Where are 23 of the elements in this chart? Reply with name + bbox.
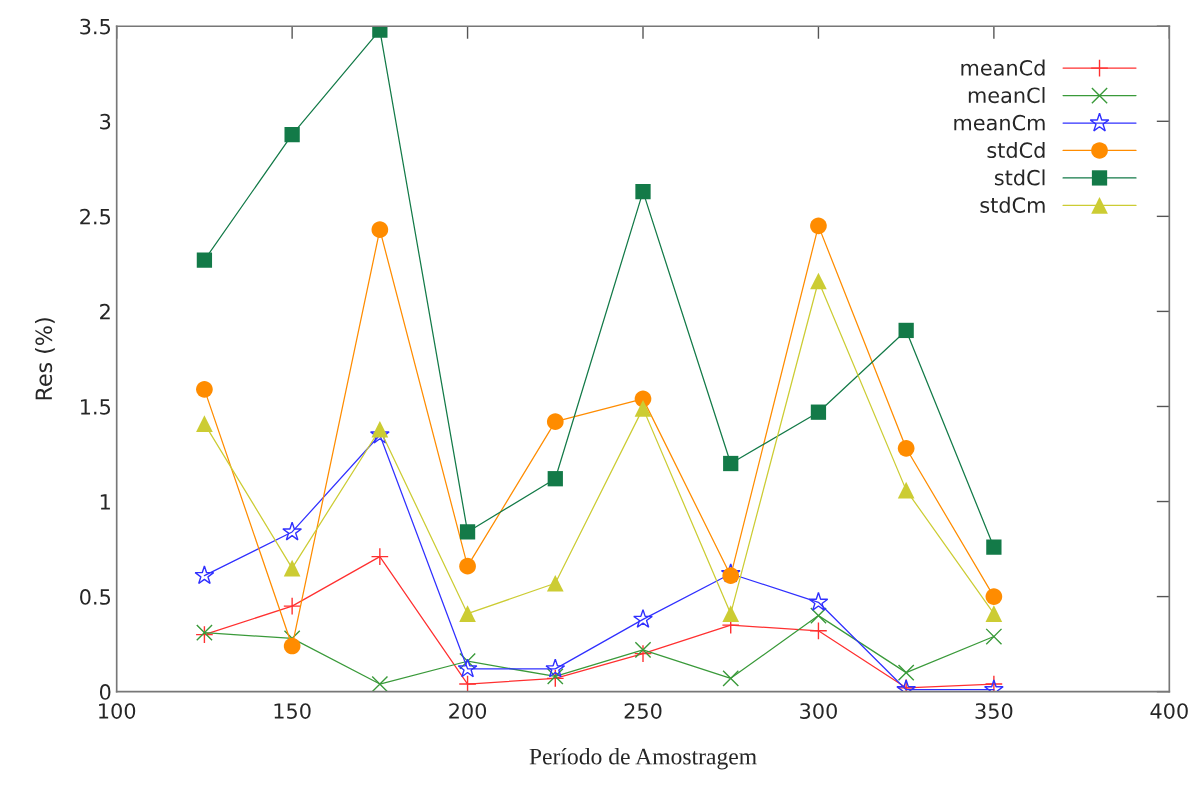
legend-label: stdCd bbox=[987, 141, 1045, 159]
legend-label: stdCm bbox=[980, 196, 1045, 213]
y-tick-label: 3 bbox=[100, 113, 111, 130]
y-tick-label: 1.5 bbox=[80, 399, 111, 415]
legend-label: meanCl bbox=[968, 87, 1045, 104]
y-tick-label: 0 bbox=[99, 684, 111, 700]
x-tick-label: 150 bbox=[274, 703, 311, 719]
x-tick-label: 300 bbox=[800, 703, 837, 719]
legend-label: meanCd bbox=[961, 59, 1045, 76]
x-tick-label: 200 bbox=[449, 703, 487, 719]
x-axis-title: Período de Amostragem bbox=[529, 747, 757, 770]
y-axis-title: Res (%) bbox=[34, 318, 55, 400]
y-tick-label: 1 bbox=[100, 494, 110, 510]
x-tick-label: 100 bbox=[99, 703, 136, 719]
y-tick-label: 0.5 bbox=[80, 589, 111, 605]
y-tick-label: 2 bbox=[100, 303, 110, 320]
y-tick-label: 3.5 bbox=[80, 18, 111, 35]
x-tick-label: 250 bbox=[624, 703, 662, 719]
legend-label: stdCl bbox=[994, 169, 1045, 186]
y-tick-label: 2.5 bbox=[80, 208, 111, 225]
x-tick-label: 400 bbox=[1150, 703, 1188, 719]
legend-label: meanCm bbox=[954, 114, 1045, 131]
x-tick-label: 350 bbox=[975, 703, 1013, 719]
